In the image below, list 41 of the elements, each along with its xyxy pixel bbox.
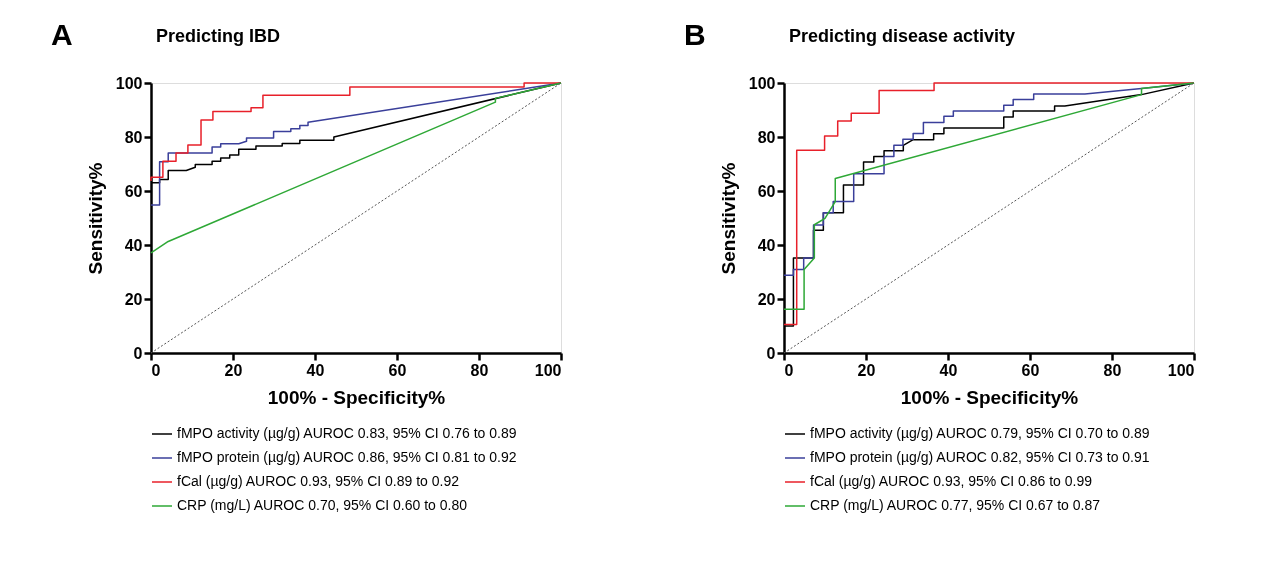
y-tick-label: 100 bbox=[115, 74, 143, 92]
x-tick-label: 80 bbox=[1103, 361, 1122, 379]
y-tick-label: 60 bbox=[124, 182, 143, 200]
chart-title: Predicting disease activity bbox=[789, 26, 1016, 46]
legend-label: fMPO activity (µg/g) AUROC 0.83, 95% CI 0.76 to 0.89 bbox=[177, 425, 517, 441]
x-tick-label: 80 bbox=[470, 361, 489, 379]
legend-label: fMPO protein (µg/g) AUROC 0.86, 95% CI 0.81 to 0.92 bbox=[177, 449, 517, 465]
text: A bbox=[51, 18, 73, 51]
x-tick-label: 0 bbox=[784, 361, 794, 379]
y-tick-label: 100 bbox=[748, 74, 776, 92]
x-tick-label: 100 bbox=[1167, 361, 1195, 379]
legend-label: fCal (µg/g) AUROC 0.93, 95% CI 0.89 to 0.92 bbox=[177, 473, 460, 489]
x-axis-title: 100% - Specificity% bbox=[900, 386, 1079, 408]
legend-label: fMPO protein (µg/g) AUROC 0.82, 95% CI 0.73 to 0.91 bbox=[810, 449, 1150, 465]
text: B bbox=[684, 18, 706, 51]
x-tick-label: 40 bbox=[306, 361, 325, 379]
x-tick-label: 40 bbox=[939, 361, 958, 379]
y-tick-label: 40 bbox=[757, 236, 776, 254]
chart-title: Predicting IBD bbox=[156, 26, 281, 46]
legend-label: CRP (mg/L) AUROC 0.70, 95% CI 0.60 to 0.80 bbox=[177, 497, 468, 513]
legend-label: fMPO activity (µg/g) AUROC 0.79, 95% CI 0.70 to 0.89 bbox=[810, 425, 1150, 441]
legend-label: fCal (µg/g) AUROC 0.93, 95% CI 0.86 to 0.99 bbox=[810, 473, 1093, 489]
y-tick-label: 80 bbox=[757, 128, 776, 146]
legend-label: CRP (mg/L) AUROC 0.77, 95% CI 0.67 to 0.87 bbox=[810, 497, 1101, 513]
y-tick-label: 40 bbox=[124, 236, 143, 254]
y-axis-title: Sensitivity% bbox=[717, 162, 739, 275]
y-tick-label: 60 bbox=[757, 182, 776, 200]
x-tick-label: 20 bbox=[224, 361, 243, 379]
y-tick-label: 0 bbox=[133, 344, 143, 362]
y-tick-label: 80 bbox=[124, 128, 143, 146]
x-tick-label: 20 bbox=[857, 361, 876, 379]
y-tick-label: 20 bbox=[757, 290, 776, 308]
line-series bbox=[150, 82, 562, 254]
x-tick-label: 100 bbox=[534, 361, 562, 379]
y-tick-label: 20 bbox=[124, 290, 143, 308]
x-tick-label: 60 bbox=[388, 361, 407, 379]
y-axis-title: Sensitivity% bbox=[84, 162, 106, 275]
y-tick-label: 0 bbox=[766, 344, 776, 362]
x-axis-title: 100% - Specificity% bbox=[267, 386, 446, 408]
x-tick-label: 0 bbox=[151, 361, 161, 379]
x-tick-label: 60 bbox=[1021, 361, 1040, 379]
